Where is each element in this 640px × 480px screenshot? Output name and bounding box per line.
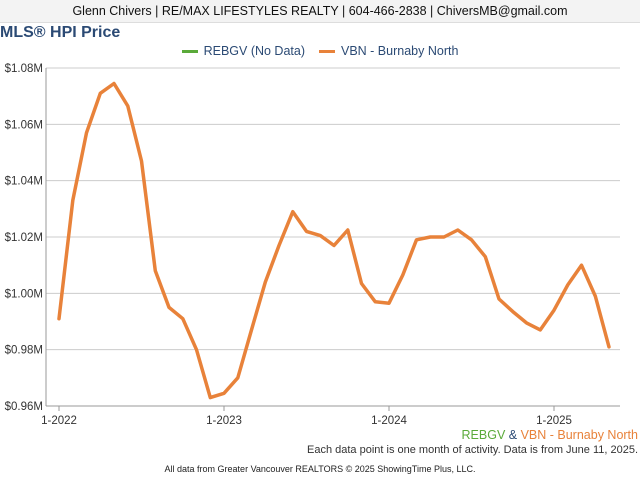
footer-credit: All data from Greater Vancouver REALTORS… bbox=[164, 464, 476, 474]
contact-text: Glenn Chivers | RE/MAX LIFESTYLES REALTY… bbox=[72, 4, 568, 18]
series-caption: REBGV & VBN - Burnaby North bbox=[462, 428, 638, 442]
data-point bbox=[264, 280, 267, 284]
data-point bbox=[181, 317, 184, 320]
y-tick-label: $1.06M bbox=[5, 119, 43, 131]
x-tick-label: 1-2025 bbox=[536, 415, 572, 427]
data-point bbox=[305, 230, 308, 233]
data-point bbox=[374, 300, 377, 303]
data-point bbox=[154, 269, 157, 272]
data-point bbox=[140, 159, 143, 163]
data-point bbox=[401, 273, 404, 277]
data-point bbox=[167, 306, 171, 309]
data-point bbox=[236, 376, 239, 380]
data-point bbox=[594, 294, 597, 298]
data-point bbox=[85, 131, 88, 134]
y-tick-label: $0.98M bbox=[5, 345, 43, 357]
data-point bbox=[360, 282, 363, 285]
data-point bbox=[470, 238, 473, 242]
data-point bbox=[607, 345, 611, 349]
y-tick-label: $0.96M bbox=[5, 401, 43, 413]
legend-label-vbn: VBN - Burnaby North bbox=[341, 44, 459, 58]
data-point bbox=[250, 328, 253, 332]
legend-item-rebgv[interactable]: REBGV (No Data) bbox=[181, 44, 305, 58]
data-point bbox=[525, 321, 528, 325]
data-point bbox=[209, 396, 212, 399]
x-tick-label: 1-2024 bbox=[371, 415, 407, 427]
data-point bbox=[429, 235, 432, 239]
y-tick-label: $1.00M bbox=[5, 288, 43, 300]
y-tick-label: $1.02M bbox=[5, 232, 43, 244]
data-point bbox=[332, 244, 336, 247]
data-point bbox=[484, 255, 487, 258]
data-point bbox=[112, 82, 116, 85]
data-note: Each data point is one month of activity… bbox=[307, 444, 638, 456]
chart-legend: REBGV (No Data) VBN - Burnaby North bbox=[0, 44, 640, 58]
data-point bbox=[387, 301, 391, 305]
legend-label-rebgv: REBGV (No Data) bbox=[203, 44, 305, 58]
data-point bbox=[57, 317, 61, 320]
chart-title: MLS® HPI Price bbox=[0, 24, 121, 41]
series-line-vbn bbox=[57, 81, 611, 400]
data-point bbox=[99, 92, 102, 95]
data-point bbox=[277, 244, 281, 247]
data-point bbox=[291, 210, 294, 213]
data-point bbox=[511, 310, 514, 313]
data-point bbox=[222, 392, 226, 395]
data-point bbox=[442, 235, 446, 239]
contact-header: Glenn Chivers | RE/MAX LIFESTYLES REALTY… bbox=[0, 0, 640, 23]
legend-item-vbn[interactable]: VBN - Burnaby North bbox=[319, 44, 458, 58]
data-point bbox=[566, 283, 569, 287]
y-tick-label: $1.04M bbox=[5, 176, 43, 188]
x-tick-label: 1-2022 bbox=[41, 415, 77, 427]
x-tick-label: 1-2023 bbox=[206, 415, 242, 427]
data-point bbox=[552, 309, 556, 312]
data-point bbox=[126, 104, 129, 108]
data-point bbox=[71, 199, 74, 202]
y-tick-label: $1.08M bbox=[5, 63, 43, 75]
legend-swatch-vbn bbox=[319, 49, 335, 53]
data-point bbox=[580, 263, 583, 267]
data-point bbox=[319, 234, 322, 237]
data-point bbox=[497, 297, 501, 301]
data-point bbox=[456, 228, 459, 232]
data-point bbox=[415, 238, 418, 242]
caption-ampersand: & bbox=[505, 428, 521, 442]
data-point bbox=[346, 228, 349, 232]
data-point bbox=[539, 328, 542, 332]
caption-vbn: VBN - Burnaby North bbox=[520, 428, 638, 442]
data-point bbox=[195, 348, 198, 351]
legend-swatch-rebgv bbox=[181, 49, 198, 53]
caption-rebgv: REBGV bbox=[461, 428, 506, 442]
